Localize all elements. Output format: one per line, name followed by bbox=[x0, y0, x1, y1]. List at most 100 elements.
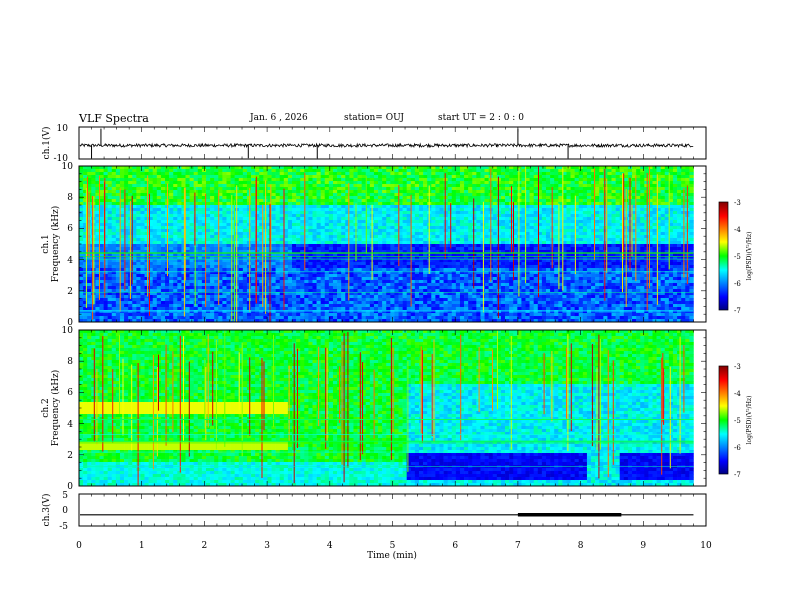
spectrogram-cell bbox=[246, 259, 252, 263]
spectrogram-cell bbox=[324, 283, 330, 287]
spectrogram-cell bbox=[132, 223, 137, 227]
spectrogram-cell bbox=[390, 220, 395, 224]
spectrogram-cell bbox=[99, 250, 104, 254]
spectrogram-cell bbox=[320, 238, 326, 242]
spectrogram-cell bbox=[238, 274, 244, 278]
spectrogram-cell bbox=[345, 295, 350, 299]
spectrogram-cell bbox=[99, 226, 104, 230]
spectrogram-cell bbox=[201, 172, 207, 176]
spectrogram-cell bbox=[156, 202, 162, 206]
spectrogram-cell bbox=[267, 190, 272, 194]
spectrogram-cell bbox=[431, 271, 436, 275]
spectrogram-cell bbox=[320, 307, 326, 311]
spectrogram-cell bbox=[349, 193, 354, 197]
spectrogram-cell bbox=[357, 208, 362, 212]
spectrogram-cell bbox=[103, 271, 108, 275]
spectrogram-cell bbox=[402, 211, 408, 215]
spectrogram-cell bbox=[169, 271, 174, 275]
spectrogram-cell bbox=[103, 274, 108, 278]
spectrogram-cell bbox=[255, 259, 260, 263]
spectrogram-cell bbox=[402, 301, 408, 305]
spectrogram-cell bbox=[267, 166, 272, 170]
spectrogram-cell bbox=[259, 190, 264, 194]
spectrogram-cell bbox=[230, 202, 235, 206]
spectrogram-cell bbox=[271, 301, 276, 305]
spectrogram-cell bbox=[304, 271, 309, 275]
spectrogram-cell bbox=[181, 259, 186, 263]
spectrogram-cell bbox=[79, 271, 84, 275]
spectrogram-cell bbox=[402, 235, 408, 239]
spectrogram-cell bbox=[107, 316, 113, 320]
spectrogram-cell bbox=[459, 262, 465, 266]
spectrogram-cell bbox=[341, 259, 346, 263]
spectrogram-cell bbox=[95, 202, 100, 206]
spectrogram-cell bbox=[316, 241, 321, 245]
spectrogram-cell bbox=[251, 304, 256, 308]
spectrogram-cell bbox=[160, 172, 166, 176]
spectrogram-cell bbox=[103, 220, 108, 224]
spectrogram-cell bbox=[107, 304, 113, 308]
spectrogram-cell bbox=[386, 181, 391, 185]
spectrogram-cell bbox=[103, 313, 108, 317]
spectrogram-cell bbox=[79, 283, 84, 287]
spectrogram-cell bbox=[398, 247, 403, 251]
spectrogram-cell bbox=[152, 280, 158, 284]
spectrogram-cell bbox=[459, 271, 465, 275]
spectrogram-cell bbox=[419, 277, 424, 281]
spectrogram-cell bbox=[91, 184, 96, 188]
spectrogram-cell bbox=[128, 187, 133, 191]
spectrogram-cell bbox=[91, 316, 96, 320]
spectrogram-cell bbox=[292, 301, 297, 305]
spectrogram-cell bbox=[451, 250, 457, 254]
spectrogram-cell bbox=[205, 229, 211, 233]
spectrogram-cell bbox=[369, 313, 375, 317]
spectrogram-cell bbox=[144, 220, 149, 224]
spectrogram-cell bbox=[398, 271, 403, 275]
spectrogram-cell bbox=[324, 316, 330, 320]
spectrogram-cell bbox=[205, 265, 211, 269]
spectrogram-cell bbox=[349, 265, 354, 269]
spectrogram-cell bbox=[242, 277, 248, 281]
spectrogram-cell bbox=[99, 229, 104, 233]
spectrogram-cell bbox=[107, 265, 113, 269]
spectrogram-cell bbox=[345, 208, 350, 212]
spectrogram-cell bbox=[79, 244, 84, 248]
spectrogram-cell bbox=[259, 283, 264, 287]
spectrogram-cell bbox=[193, 211, 199, 215]
spectrogram-cell bbox=[406, 313, 412, 317]
spectrogram-cell bbox=[345, 256, 350, 260]
spectrogram-cell bbox=[431, 286, 436, 290]
spectrogram-cell bbox=[349, 262, 354, 266]
spectrogram-cell bbox=[332, 181, 338, 185]
spectrogram-cell bbox=[414, 313, 420, 317]
spectrogram-cell bbox=[419, 256, 424, 260]
spectrogram-cell bbox=[275, 178, 281, 182]
spectrogram-cell bbox=[300, 271, 305, 275]
spectrogram-cell bbox=[353, 262, 358, 266]
spectrogram-cell bbox=[439, 208, 444, 212]
spectrogram-cell bbox=[455, 310, 461, 314]
spectrogram-cell bbox=[271, 214, 276, 218]
spectrogram-cell bbox=[292, 280, 297, 284]
spectrogram-cell bbox=[447, 205, 453, 209]
spectrogram-cell bbox=[423, 172, 428, 176]
spectrogram-cell bbox=[177, 313, 182, 317]
spectrogram-cell bbox=[271, 256, 276, 260]
spectrogram-cell bbox=[242, 286, 248, 290]
spectrogram-cell bbox=[410, 208, 416, 212]
spectrogram-cell bbox=[124, 166, 129, 170]
spectrogram-cell bbox=[373, 289, 379, 293]
spectrogram-cell bbox=[406, 274, 412, 278]
spectrogram-cell bbox=[406, 211, 412, 215]
spectrogram-cell bbox=[193, 178, 199, 182]
spectrogram-cell bbox=[124, 178, 129, 182]
spectrogram-cell bbox=[201, 196, 207, 200]
spectrogram-cell bbox=[222, 178, 227, 182]
spectrogram-cell bbox=[439, 172, 444, 176]
spectrogram-cell bbox=[99, 238, 104, 242]
spectrogram-cell bbox=[119, 274, 125, 278]
spectrogram-cell bbox=[292, 166, 297, 170]
spectrogram-cell bbox=[324, 319, 330, 323]
spectrogram-cell bbox=[406, 289, 412, 293]
spectrogram-cell bbox=[279, 244, 285, 248]
